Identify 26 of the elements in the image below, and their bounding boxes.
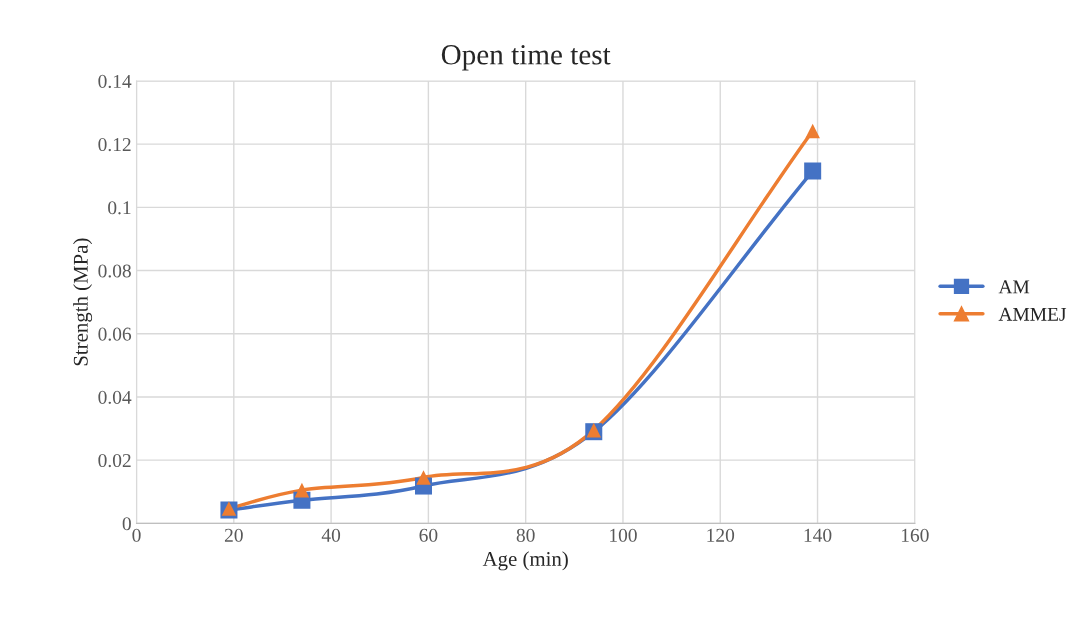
y-axis-title: Strength (MPa) <box>73 238 93 366</box>
point <box>804 162 822 180</box>
x-axis-title: Age (min) <box>482 551 568 571</box>
y-tick-label: 0.14 <box>98 74 132 89</box>
x-tick-label: 40 <box>321 528 341 542</box>
y-tick-label: 0.08 <box>98 264 131 278</box>
x-tick-label: 120 <box>707 528 735 542</box>
x-tick-label: 60 <box>419 528 438 542</box>
x-tick-label: 140 <box>804 528 832 542</box>
y-tick-label: 0 <box>122 517 131 531</box>
legend-label: AMMEJ <box>998 307 1067 321</box>
y-tick-label: 0.04 <box>98 390 132 404</box>
point <box>805 123 820 139</box>
y-tick-label: 0.06 <box>98 327 132 341</box>
x-tick-label: 160 <box>901 528 929 542</box>
point <box>416 470 431 485</box>
point <box>294 482 310 498</box>
y-tick-label: 0.12 <box>98 138 131 152</box>
x-tick-label: 80 <box>516 528 535 542</box>
x-tick-label: 100 <box>610 528 637 542</box>
x-tick-label: 0 <box>132 528 141 542</box>
chart-title: Open time test <box>441 45 611 71</box>
y-tick-label: 0.1 <box>108 201 131 215</box>
y-tick-label: 0.02 <box>98 453 131 468</box>
x-tick-label: 20 <box>224 528 243 542</box>
legend-label: AM <box>998 280 1030 294</box>
